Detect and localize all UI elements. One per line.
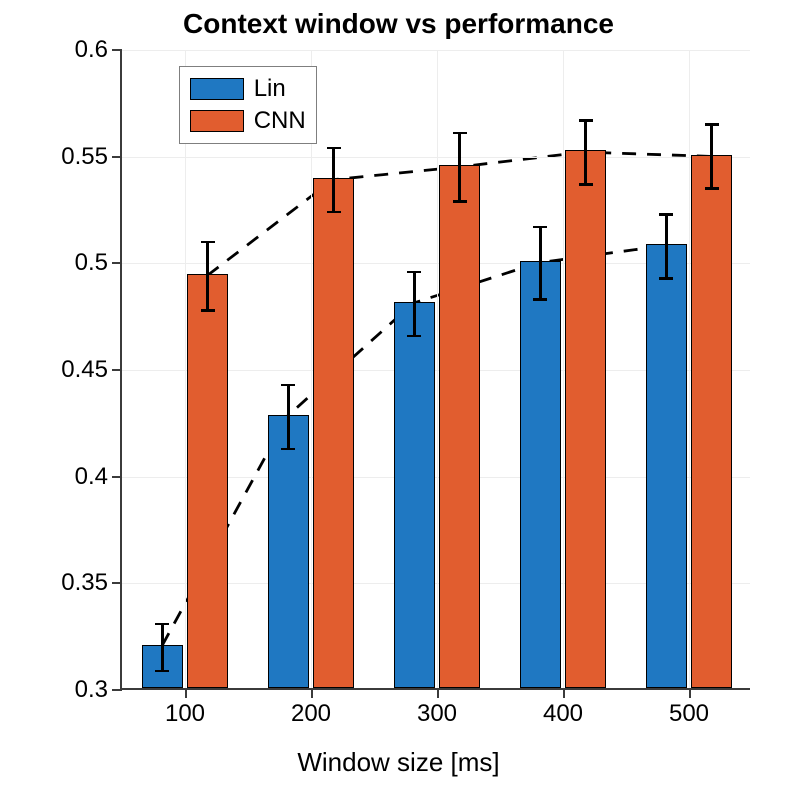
plot-area: 1002003004005000.30.350.40.450.50.550.6L…	[120, 50, 750, 690]
legend-swatch	[190, 78, 244, 100]
legend-label: CNN	[254, 107, 306, 135]
gridline-vertical	[437, 50, 438, 688]
x-tick-label: 400	[543, 688, 583, 728]
bar-lin	[646, 244, 688, 688]
gridline-horizontal	[122, 50, 750, 51]
bar-lin	[394, 302, 436, 688]
y-tick-label: 0.4	[75, 463, 122, 491]
y-tick-label: 0.6	[75, 36, 122, 64]
chart-container: Context window vs performance Average pr…	[0, 0, 797, 796]
bar-lin	[268, 415, 310, 688]
x-tick-label: 300	[417, 688, 457, 728]
bar-cnn	[565, 150, 607, 688]
y-tick-label: 0.3	[75, 676, 122, 704]
x-tick-label: 200	[291, 688, 331, 728]
gridline-vertical	[185, 50, 186, 688]
bar-cnn	[313, 178, 355, 688]
y-tick-label: 0.35	[61, 569, 122, 597]
x-axis-label: Window size [ms]	[0, 747, 797, 778]
legend-item: Lin	[190, 73, 306, 105]
bar-cnn	[439, 165, 481, 688]
y-tick-label: 0.5	[75, 249, 122, 277]
legend-swatch	[190, 110, 244, 132]
legend: Lin CNN	[179, 66, 317, 144]
bar-cnn	[691, 155, 733, 688]
y-tick-label: 0.55	[61, 143, 122, 171]
gridline-horizontal	[122, 157, 750, 158]
bar-cnn	[187, 274, 229, 688]
legend-label: Lin	[254, 75, 286, 103]
gridline-vertical	[311, 50, 312, 688]
legend-item: CNN	[190, 105, 306, 137]
y-tick-label: 0.45	[61, 356, 122, 384]
bar-lin	[520, 261, 562, 688]
x-tick-label: 500	[669, 688, 709, 728]
gridline-vertical	[563, 50, 564, 688]
gridline-vertical	[689, 50, 690, 688]
x-tick-label: 100	[165, 688, 205, 728]
